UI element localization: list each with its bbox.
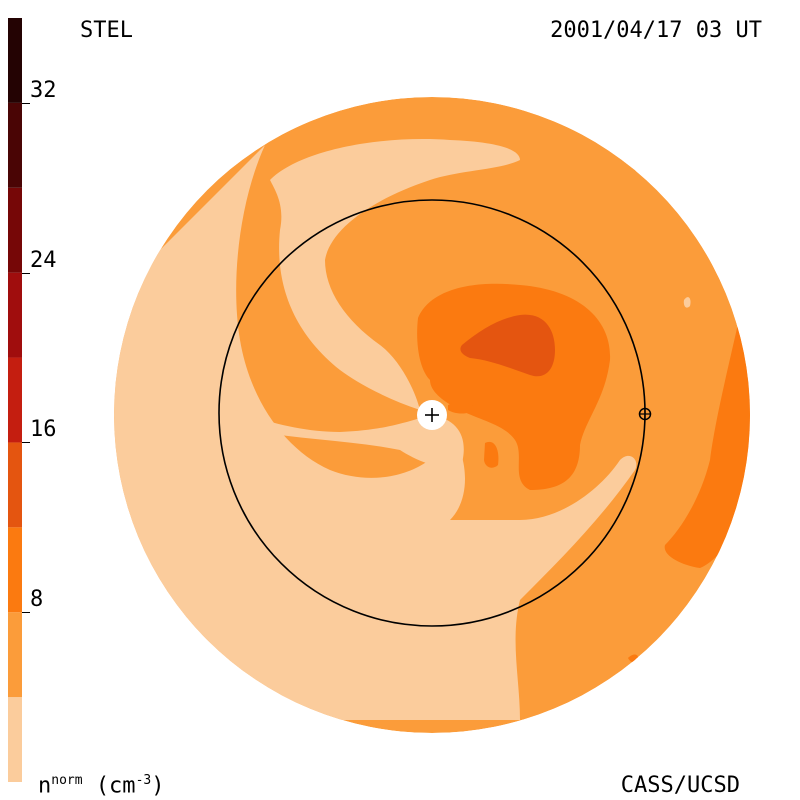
small-white-flake (683, 297, 691, 308)
low-density-inner (236, 410, 464, 470)
dense-lobe-small (448, 402, 476, 414)
colorbar-level-8 (8, 18, 22, 103)
colorbar-tick-mark (22, 102, 30, 104)
colorbar-tick-label: 8 (30, 587, 44, 613)
timestamp-label: 2001/04/17 03 UT (550, 18, 762, 43)
colorbar-level-1 (8, 612, 22, 698)
colorbar-level-4 (8, 357, 22, 443)
colorbar-tick-mark (22, 442, 30, 444)
dense-lobe-dot (484, 441, 499, 468)
colorbar-tick-mark (22, 612, 30, 614)
low-density-north-arc (270, 139, 520, 410)
dense-structure (417, 283, 611, 490)
colorbar-level-0 (8, 697, 22, 782)
colorbar-level-6 (8, 187, 22, 273)
colorbar-level-5 (8, 272, 22, 358)
colorbar-tick-label: 24 (30, 247, 57, 273)
low-density-west (114, 145, 637, 720)
dense-core (460, 314, 555, 377)
earth-marker (638, 407, 652, 421)
colorbar-tick-label: 32 (30, 77, 57, 103)
colorbar-tick-label: 16 (30, 417, 57, 443)
colorbar-tick-mark (22, 272, 30, 274)
colorbar (8, 18, 22, 782)
credit-label: CASS/UCSD (620, 773, 740, 798)
colorbar-unit-label: nnorm (cm-3) (38, 772, 165, 798)
colorbar-level-7 (8, 102, 22, 188)
sun-marker (417, 400, 447, 430)
colorbar-level-3 (8, 442, 22, 528)
dense-east-limb (664, 300, 750, 568)
instrument-label: STEL (80, 18, 133, 43)
colorbar-level-2 (8, 527, 22, 613)
